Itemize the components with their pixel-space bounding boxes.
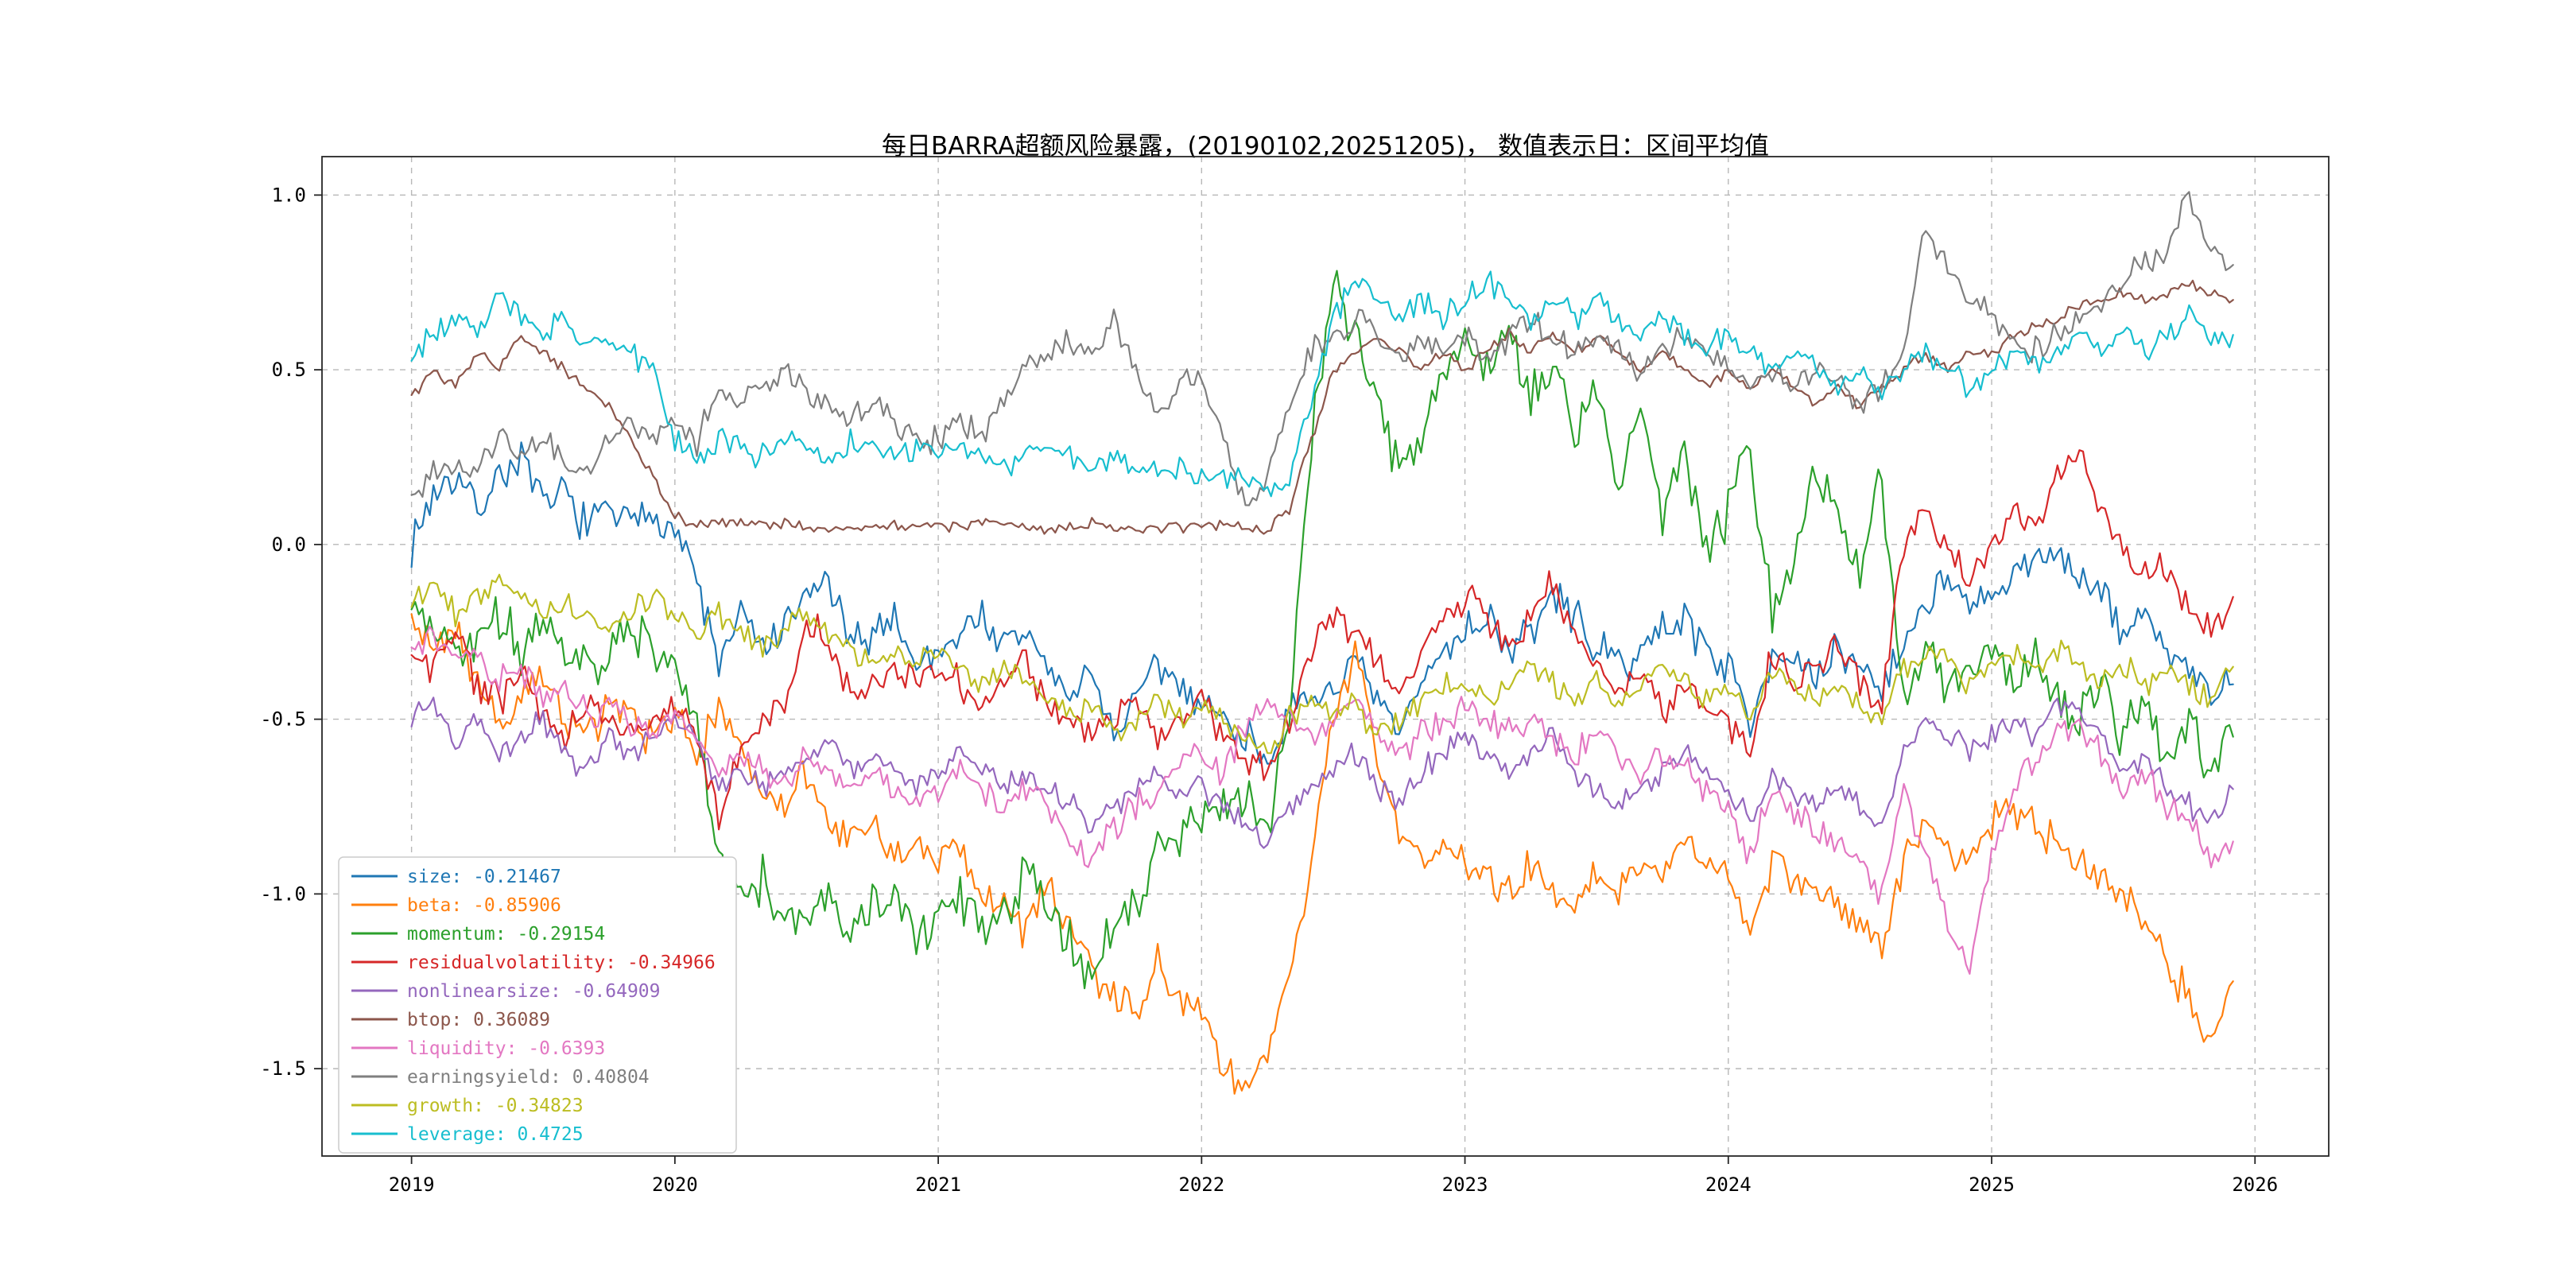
x-tick-label-2026: 2026 [2232, 1174, 2278, 1196]
gridlines [322, 157, 2329, 1156]
legend-item-leverage: leverage: 0.4725 [407, 1124, 584, 1145]
legend-item-beta: beta: -0.85906 [407, 895, 561, 916]
chart-title: 每日BARRA超额风险暴露，(20190102,20251205)， 数值表示日… [882, 132, 1769, 161]
y-tick-label--1.0: -1.0 [260, 883, 306, 905]
legend-box [338, 856, 737, 1154]
legend-item-liquidity: liquidity: -0.6393 [407, 1038, 605, 1059]
series-earningsyield [410, 191, 2234, 506]
y-tick-label-0.0: 0.0 [272, 533, 306, 556]
y-tick-label-1.0: 1.0 [272, 184, 306, 206]
legend: size: -0.21467 beta: -0.85906 momentum: -0… [338, 856, 737, 1154]
x-tick-label-2023: 2023 [1442, 1174, 1488, 1196]
x-tick-label-2021: 2021 [915, 1174, 961, 1196]
series-btop [410, 279, 2234, 535]
legend-item-earningsyield: earningsyield: 0.40804 [407, 1067, 650, 1088]
series-liquidity [410, 626, 2234, 975]
series-size [410, 441, 2234, 765]
y-tick-label--1.5: -1.5 [260, 1057, 306, 1080]
x-axis: 2019 2020 2021 2022 2023 2024 2025 2026 [389, 1156, 2278, 1196]
legend-item-growth: growth: -0.34823 [407, 1096, 584, 1116]
y-tick-label--0.5: -0.5 [260, 708, 306, 731]
series-leverage [410, 270, 2234, 498]
y-tick-label-0.5: 0.5 [272, 359, 306, 381]
legend-item-momentum: momentum: -0.29154 [407, 924, 605, 945]
series-growth [410, 573, 2234, 755]
legend-item-residualvolatility: residualvolatility: -0.34966 [407, 952, 716, 973]
x-tick-label-2025: 2025 [1969, 1174, 2015, 1196]
legend-item-nonlinearsize: nonlinearsize: -0.64909 [407, 981, 661, 1002]
x-tick-label-2019: 2019 [389, 1174, 435, 1196]
x-tick-label-2020: 2020 [652, 1174, 698, 1196]
plot-border [321, 156, 2330, 1157]
series-lines [410, 191, 2234, 1095]
series-residualvolatility [410, 449, 2234, 831]
series-nonlinearsize [410, 696, 2234, 849]
x-tick-label-2024: 2024 [1705, 1174, 1752, 1196]
series-momentum [410, 270, 2234, 990]
series-beta [410, 613, 2234, 1095]
legend-item-size: size: -0.21467 [407, 867, 561, 887]
y-axis: 1.0 0.5 0.0 -0.5 -1.0 -1.5 [260, 184, 322, 1080]
legend-item-btop: btop: 0.36089 [407, 1010, 550, 1030]
x-tick-label-2022: 2022 [1178, 1174, 1224, 1196]
